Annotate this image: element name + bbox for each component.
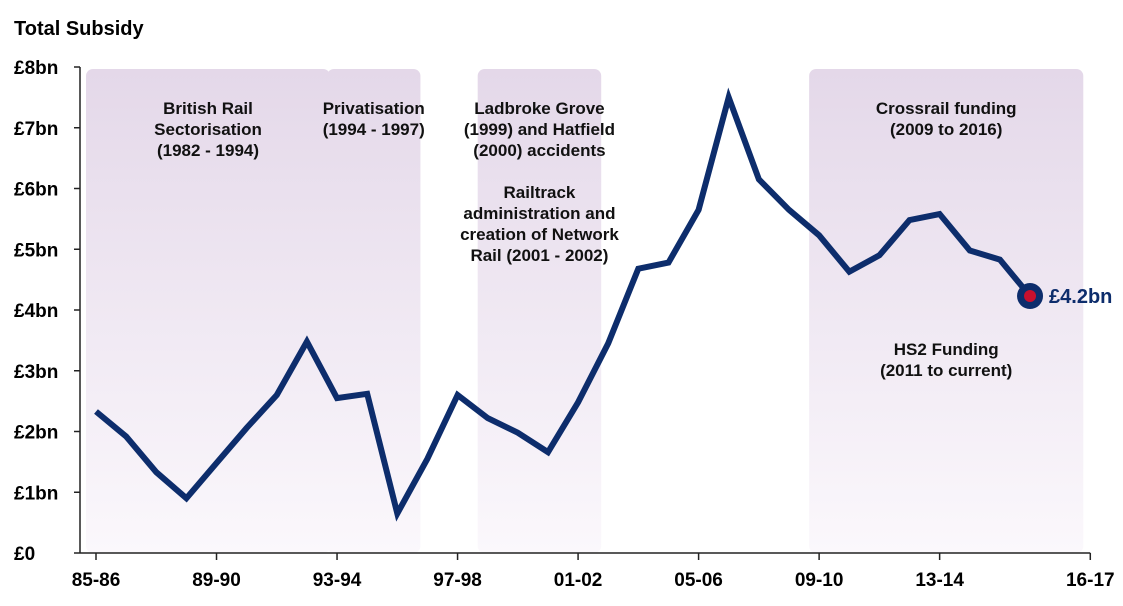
y-tick-label: £3bn — [14, 362, 58, 383]
x-tick-label: 16-17 — [1066, 570, 1115, 591]
x-tick-label: 05-06 — [674, 570, 723, 591]
x-tick-label: 01-02 — [554, 570, 603, 591]
x-tick-label: 93-94 — [313, 570, 362, 591]
period-label-line: Ladbroke Grove — [474, 99, 604, 118]
x-tick-label: 89-90 — [192, 570, 241, 591]
y-tick-label: £8bn — [14, 58, 58, 79]
series-line-layer — [94, 87, 1033, 522]
y-tick-label: £0 — [14, 544, 35, 565]
end-point-dot — [1024, 290, 1037, 303]
period-label-line: administration and — [463, 204, 615, 223]
subsidy-series-line — [94, 87, 1033, 522]
period-label-line: Rail (2001 - 2002) — [470, 246, 608, 265]
x-tick-label: 97-98 — [433, 570, 482, 591]
period-label-line: HS2 Funding — [894, 340, 999, 359]
x-tick-label: 85-86 — [72, 570, 121, 591]
y-tick-label: £6bn — [14, 180, 58, 201]
x-tick-label: 09-10 — [795, 570, 844, 591]
chart-title: Total Subsidy — [14, 18, 145, 40]
shaded-period-4 — [809, 69, 1084, 553]
period-label-line: (1994 - 1997) — [323, 120, 425, 139]
period-label-line: Sectorisation — [154, 120, 262, 139]
y-tick-label: £7bn — [14, 119, 58, 140]
shaded-period-1 — [86, 69, 331, 553]
axes: £0 £1bn £2bn £3bn £4bn £5bn £6bn £7bn £8bn 85-86 8… — [14, 58, 1115, 591]
y-tick-label: £4bn — [14, 301, 58, 322]
period-label-line: (2009 to 2016) — [890, 120, 1002, 139]
period-label-line: (1982 - 1994) — [157, 141, 259, 160]
period-label-line: Railtrack — [504, 183, 576, 202]
period-label-line: Crossrail funding — [876, 99, 1017, 118]
y-tick-label: £2bn — [14, 423, 58, 444]
period-label-line: (2000) accidents — [473, 141, 605, 160]
period-label-line: (1999) and Hatfield — [464, 120, 615, 139]
period-labels: British Rail Sectorisation (1982 - 1994) Pr… — [154, 99, 1016, 380]
shaded-periods — [86, 69, 1084, 553]
shaded-period-2 — [327, 69, 421, 553]
shaded-period-3 — [477, 69, 602, 553]
period-label-line: creation of Network — [460, 225, 619, 244]
y-tick-label: £5bn — [14, 240, 58, 261]
y-tick-label: £1bn — [14, 483, 58, 504]
end-marker: £4.2bn — [1017, 283, 1112, 310]
x-tick-label: 13-14 — [915, 570, 964, 591]
period-label-line: Privatisation — [323, 99, 425, 118]
period-label-line: (2011 to current) — [880, 361, 1012, 380]
period-label-line: British Rail — [163, 99, 253, 118]
end-value-label: £4.2bn — [1049, 286, 1112, 308]
